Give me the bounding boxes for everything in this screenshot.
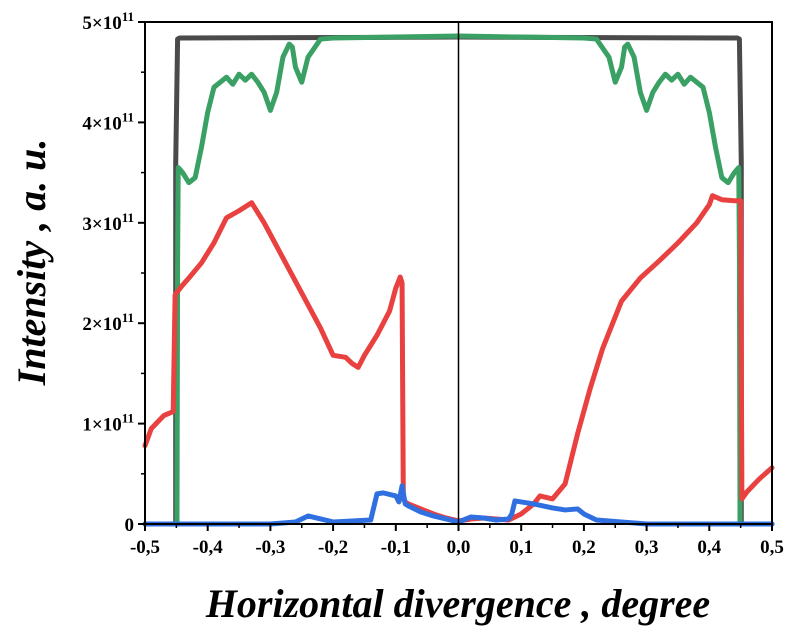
x-tick-label: 0,5 (760, 537, 784, 558)
y-tick-label: 5×1011 (82, 9, 134, 34)
y-tick-label: 0 (125, 515, 135, 536)
x-axis-title: Horizontal divergence , degree (205, 581, 710, 626)
x-tick-label: 0,1 (509, 537, 533, 558)
x-tick-label: -0,1 (381, 537, 411, 558)
axes-layer (138, 21, 773, 531)
series-line-4 (142, 483, 775, 527)
x-tick-label: -0,2 (318, 537, 348, 558)
x-tick-label: 0,0 (447, 537, 471, 558)
y-tick-label: 2×1011 (82, 310, 134, 335)
x-tick-label: 0,2 (572, 537, 596, 558)
labels-layer: -0,5 -0,4 -0,3 -0,2 -0,1 0,0 0,1 0,2 0,3 0,4 0,5 0 1… (82, 9, 784, 558)
y-tick-label: 1×1011 (82, 411, 134, 436)
x-tick-label: -0,3 (255, 537, 285, 558)
y-tick-label: 4×1011 (82, 109, 134, 134)
y-axis-title: Intensity , a. u. (9, 139, 54, 387)
x-tick-label: -0,5 (130, 537, 160, 558)
x-tick-label: -0,4 (193, 537, 224, 558)
y-tick-label: 3×1011 (82, 210, 134, 235)
x-tick-label: 0,4 (697, 537, 721, 558)
x-tick-label: 0,3 (635, 537, 659, 558)
